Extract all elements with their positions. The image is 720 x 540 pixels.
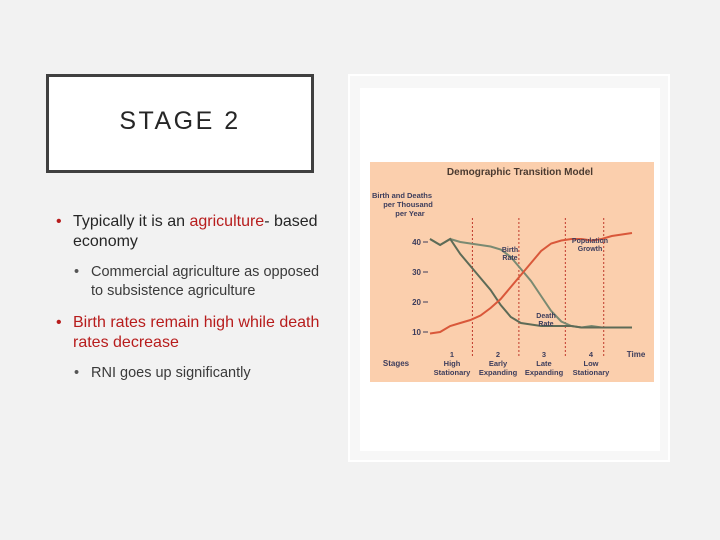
annotation-death-rate: Death	[536, 313, 555, 320]
demographic-chart: Demographic Transition Model Birth and D…	[370, 162, 654, 382]
y-axis-label-line3: per Year	[395, 209, 425, 218]
slide-title: STAGE 2	[119, 107, 241, 135]
sub-bullet-text: Commercial agriculture as opposed to sub…	[91, 264, 320, 299]
chart-svg: Demographic Transition Model Birth and D…	[372, 167, 646, 377]
annotation-birth-rate: Rate	[502, 255, 517, 262]
series-lines	[429, 232, 633, 335]
stage-name-line1: Early	[489, 359, 508, 368]
series-line-population	[429, 232, 633, 335]
y-ticks: 40 30 20 10	[412, 238, 428, 337]
stage-name-line2: Expanding	[479, 368, 518, 377]
stage-number: 1	[450, 350, 454, 359]
annotation-birth-rate: Birth	[502, 247, 518, 254]
annotation-population-growth: Population	[572, 238, 608, 245]
stage-name-line2: Stationary	[434, 368, 472, 377]
stage-name-line1: Late	[536, 359, 551, 368]
slide-title-box: STAGE 2	[46, 74, 314, 173]
y-tick-label: 10	[412, 328, 421, 337]
bullet-text-highlight: agriculture	[189, 213, 265, 230]
bullet-dot-icon: •	[74, 365, 80, 381]
stage-name-line1: High	[444, 359, 461, 368]
x-axis-label: Time	[627, 350, 646, 359]
y-axis-label-line2: per Thousand	[383, 200, 433, 209]
sub-bullet-item: • Commercial agriculture as opposed to s…	[56, 263, 321, 301]
sub-bullet-text: RNI goes up significantly	[91, 365, 251, 381]
bullet-text-pre: Typically it is an	[73, 213, 190, 230]
stage-number: 2	[496, 350, 500, 359]
stage-dividers	[471, 218, 605, 356]
y-tick-label: 40	[412, 238, 421, 247]
bullet-item: • Birth rates remain high while death ra…	[56, 313, 321, 353]
stage-name-line2: Expanding	[525, 368, 564, 377]
y-tick-label: 30	[412, 268, 421, 277]
bullet-item: • Typically it is an agriculture- based …	[56, 212, 321, 252]
annotation-population-growth: Growth	[578, 246, 603, 253]
stages-label: Stages	[383, 359, 410, 368]
chart-title: Demographic Transition Model	[447, 167, 593, 178]
image-frame: Demographic Transition Model Birth and D…	[348, 74, 670, 462]
stage-name-line1: Low	[584, 359, 599, 368]
annotation-death-rate: Rate	[538, 321, 553, 328]
y-axis-label-line1: Birth and Deaths	[372, 191, 432, 200]
bullet-dot-icon: •	[74, 264, 80, 280]
sub-bullet-item: • RNI goes up significantly	[56, 364, 321, 383]
bullet-list: • Typically it is an agriculture- based …	[56, 212, 321, 395]
bullet-text-post: - based economy	[73, 213, 318, 250]
series-line-death-rate	[429, 237, 632, 329]
y-tick-label: 20	[412, 298, 421, 307]
stage-number: 4	[589, 350, 594, 359]
bullet-dot-icon: •	[56, 213, 62, 230]
stage-number: 3	[542, 350, 546, 359]
stage-name-line2: Stationary	[573, 368, 611, 377]
stage-labels: StagesTime1HighStationary2EarlyExpanding…	[383, 350, 646, 377]
bullet-dot-icon: •	[56, 314, 62, 331]
bullet-text-highlight: Birth rates remain high while death rate…	[73, 314, 320, 351]
